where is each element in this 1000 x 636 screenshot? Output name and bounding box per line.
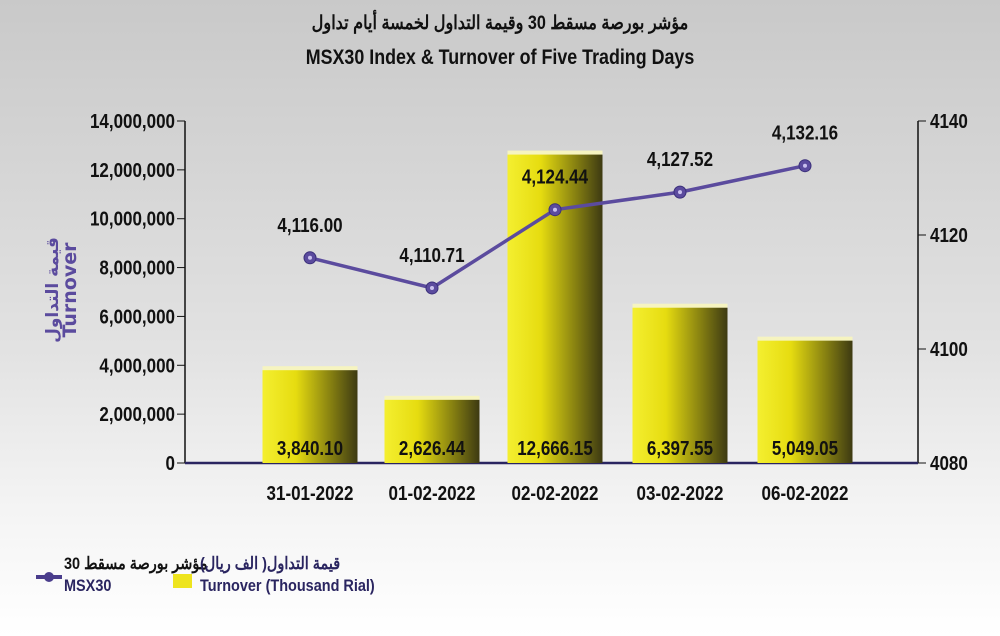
msx30-data-label: 4,124.44 (522, 165, 589, 188)
right-tick-label: 4120 (930, 224, 968, 247)
x-tick-label: 31-01-2022 (267, 482, 354, 505)
legend-msx30-en: MSX30 (64, 576, 112, 595)
x-tick-label: 01-02-2022 (389, 482, 476, 505)
legend-line-icon (36, 572, 62, 582)
msx30-point-center (803, 163, 807, 168)
msx30-point-center (308, 255, 312, 260)
chart-title: MSX30 Index & Turnover of Five Trading D… (305, 46, 695, 69)
legend-turnover: قيمة التداول( الف ريال) Turnover (Thousa… (200, 553, 375, 597)
bar-top (384, 395, 480, 400)
msx30-point-center (678, 190, 682, 195)
left-tick-label: 2,000,000 (99, 403, 175, 426)
legend-turnover-ar: قيمة التداول( الف ريال) (200, 554, 341, 573)
left-tick-label: 10,000,000 (90, 207, 175, 230)
msx30-data-label: 4,116.00 (277, 213, 342, 236)
right-tick-label: 4140 (930, 110, 968, 133)
bar-data-label: 3,840.10 (277, 437, 343, 460)
bar (262, 369, 358, 463)
msx30-data-label: 4,127.52 (647, 148, 713, 171)
left-tick-label: 8,000,000 (99, 256, 175, 279)
left-tick-label: 14,000,000 (90, 110, 175, 133)
bar-data-label: 2,626.44 (399, 437, 466, 460)
right-tick-label: 4100 (930, 338, 968, 361)
left-tick-label: 6,000,000 (99, 305, 175, 328)
chart-title-arabic: مؤشر بورصة مسقط 30 وقيمة التداول لخمسة أ… (311, 13, 689, 34)
x-tick-label: 02-02-2022 (512, 482, 599, 505)
legend-msx30: مؤشر بورصة مسقط 30 MSX30 (64, 553, 208, 597)
bar (384, 398, 480, 463)
left-tick-label: 12,000,000 (90, 159, 175, 182)
bar-data-label: 12,666.15 (517, 437, 593, 460)
msx30-point-center (553, 207, 557, 212)
y-axis-label-arabic: قيمة التداول (43, 237, 63, 343)
bar-top (757, 336, 853, 341)
bar-top (632, 303, 728, 308)
bar (757, 339, 853, 463)
legend-turnover-en: Turnover (Thousand Rial) (200, 576, 375, 595)
y-axis-label: Turnover (59, 242, 81, 338)
x-tick-label: 03-02-2022 (637, 482, 724, 505)
x-tick-label: 06-02-2022 (762, 482, 849, 505)
left-tick-label: 4,000,000 (99, 354, 175, 377)
bar-data-label: 5,049.05 (772, 437, 838, 460)
legend-msx30-ar: مؤشر بورصة مسقط 30 (64, 554, 208, 573)
msx30-data-label: 4,110.71 (399, 244, 464, 267)
bar-top (507, 150, 603, 155)
left-tick-label: 0 (166, 452, 175, 475)
bar (632, 306, 728, 463)
bar-data-label: 6,397.55 (647, 437, 713, 460)
bar-top (262, 366, 358, 371)
right-tick-label: 4080 (930, 452, 968, 475)
legend-bar-swatch (173, 574, 192, 588)
msx30-point-center (430, 285, 434, 290)
msx30-data-label: 4,132.16 (772, 121, 838, 144)
bar (507, 153, 603, 463)
